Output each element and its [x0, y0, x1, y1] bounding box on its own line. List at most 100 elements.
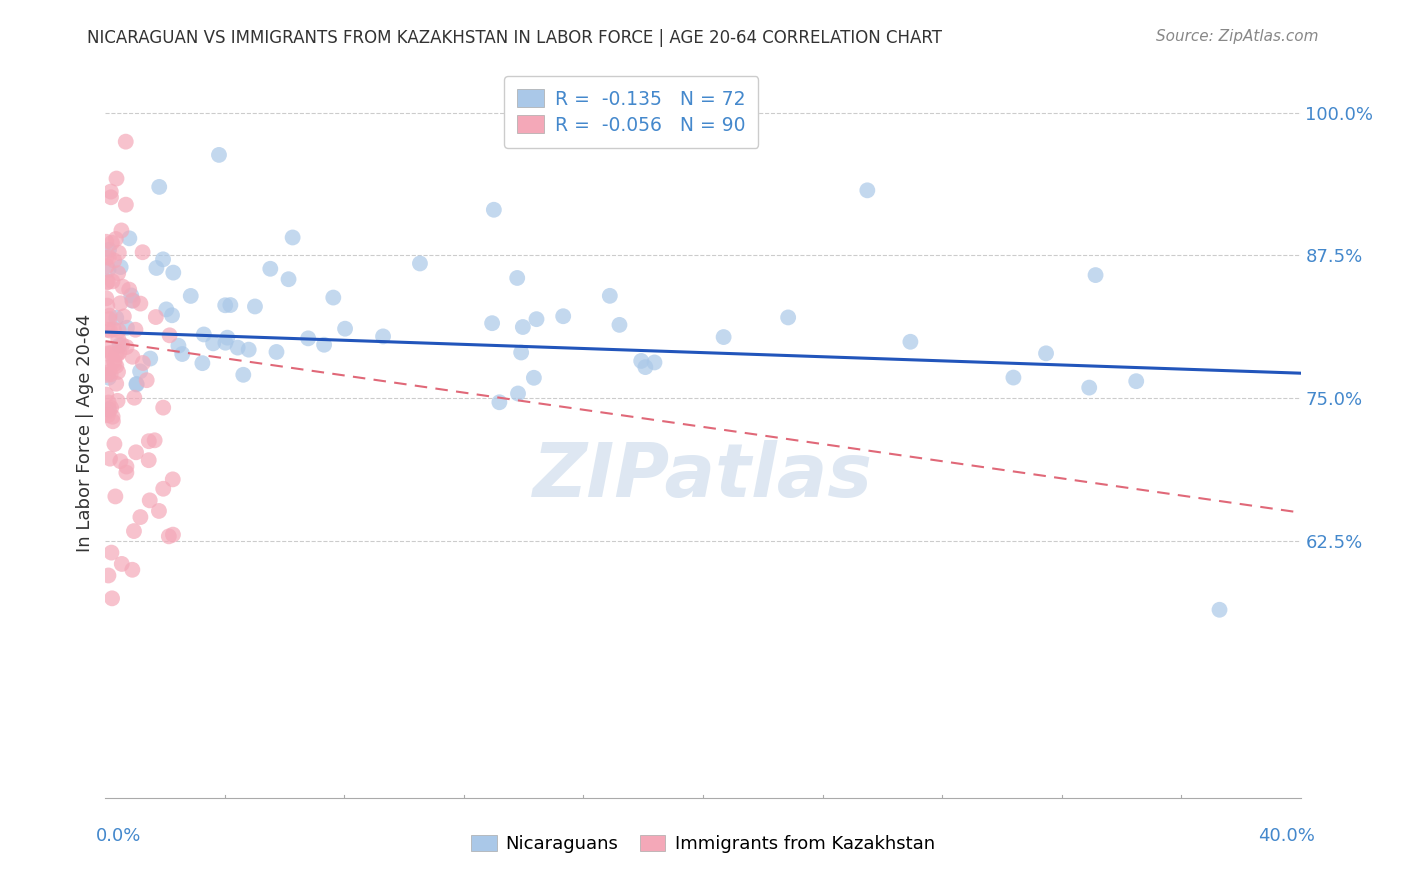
- Point: [98, 312, 121, 326]
- Point: [160, 308, 183, 322]
- Point: [101, 591, 124, 606]
- Point: [112, 310, 135, 324]
- Point: [105, 310, 128, 325]
- Point: [96, 276, 118, 290]
- Point: [138, 434, 160, 449]
- Point: [238, 343, 260, 357]
- Point: [162, 266, 184, 280]
- Point: [129, 296, 152, 310]
- Text: 40.0%: 40.0%: [1258, 827, 1315, 845]
- Point: [107, 324, 129, 338]
- Text: NICARAGUAN VS IMMIGRANTS FROM KAZAKHSTAN IN LABOR FORCE | AGE 20-64 CORRELATION : NICARAGUAN VS IMMIGRANTS FROM KAZAKHSTAN…: [87, 29, 942, 46]
- Point: [98, 243, 121, 257]
- Point: [96, 323, 118, 337]
- Point: [152, 252, 174, 267]
- Point: [778, 310, 800, 325]
- Point: [152, 401, 174, 415]
- Point: [96, 343, 118, 357]
- Point: [129, 510, 152, 524]
- Point: [96, 387, 118, 401]
- Point: [506, 386, 529, 401]
- Point: [159, 328, 181, 343]
- Point: [110, 296, 132, 310]
- Point: [243, 300, 266, 314]
- Point: [214, 335, 236, 350]
- Point: [488, 395, 510, 409]
- Point: [97, 250, 120, 264]
- Point: [96, 299, 118, 313]
- Point: [96, 368, 118, 382]
- Text: ZIPatlas: ZIPatlas: [533, 440, 873, 513]
- Point: [1084, 268, 1107, 282]
- Point: [110, 454, 132, 468]
- Point: [148, 504, 170, 518]
- Point: [630, 354, 652, 368]
- Point: [132, 356, 155, 370]
- Point: [512, 320, 534, 334]
- Point: [599, 289, 621, 303]
- Point: [145, 260, 167, 275]
- Point: [98, 309, 121, 323]
- Point: [100, 368, 122, 382]
- Point: [107, 332, 129, 346]
- Point: [97, 365, 120, 379]
- Point: [100, 346, 122, 360]
- Text: 0.0%: 0.0%: [96, 827, 141, 845]
- Legend: R =  -0.135   N = 72, R =  -0.056   N = 90: R = -0.135 N = 72, R = -0.056 N = 90: [505, 77, 758, 148]
- Point: [111, 279, 134, 293]
- Point: [104, 490, 127, 504]
- Point: [208, 148, 231, 162]
- Point: [145, 310, 167, 324]
- Point: [1035, 346, 1057, 360]
- Point: [96, 259, 118, 273]
- Point: [143, 434, 166, 448]
- Point: [121, 350, 143, 364]
- Point: [103, 437, 125, 451]
- Point: [107, 266, 129, 280]
- Point: [202, 336, 225, 351]
- Point: [96, 235, 118, 249]
- Point: [124, 323, 146, 337]
- Point: [103, 253, 125, 268]
- Point: [115, 466, 138, 480]
- Point: [506, 271, 529, 285]
- Point: [97, 370, 120, 384]
- Point: [111, 557, 134, 571]
- Point: [634, 360, 657, 375]
- Point: [105, 376, 128, 391]
- Point: [118, 231, 141, 245]
- Point: [172, 347, 194, 361]
- Point: [98, 403, 121, 417]
- Point: [115, 459, 138, 474]
- Point: [100, 546, 122, 560]
- Point: [482, 202, 505, 217]
- Point: [115, 320, 138, 334]
- Point: [259, 261, 281, 276]
- Point: [371, 329, 394, 343]
- Point: [219, 298, 242, 312]
- Point: [281, 230, 304, 244]
- Point: [314, 337, 336, 351]
- Point: [856, 183, 879, 197]
- Point: [226, 341, 249, 355]
- Point: [135, 373, 157, 387]
- Point: [107, 365, 129, 379]
- Point: [100, 185, 122, 199]
- Point: [110, 260, 132, 274]
- Point: [481, 316, 503, 330]
- Y-axis label: In Labor Force | Age 20-64: In Labor Force | Age 20-64: [76, 313, 94, 552]
- Point: [101, 235, 124, 250]
- Point: [138, 493, 160, 508]
- Point: [523, 371, 546, 385]
- Point: [1078, 381, 1101, 395]
- Point: [96, 251, 118, 265]
- Point: [111, 338, 134, 352]
- Point: [162, 527, 184, 541]
- Point: [96, 291, 118, 305]
- Point: [124, 391, 146, 405]
- Point: [138, 453, 160, 467]
- Point: [108, 345, 131, 359]
- Point: [121, 293, 143, 308]
- Point: [97, 409, 120, 423]
- Point: [609, 318, 631, 332]
